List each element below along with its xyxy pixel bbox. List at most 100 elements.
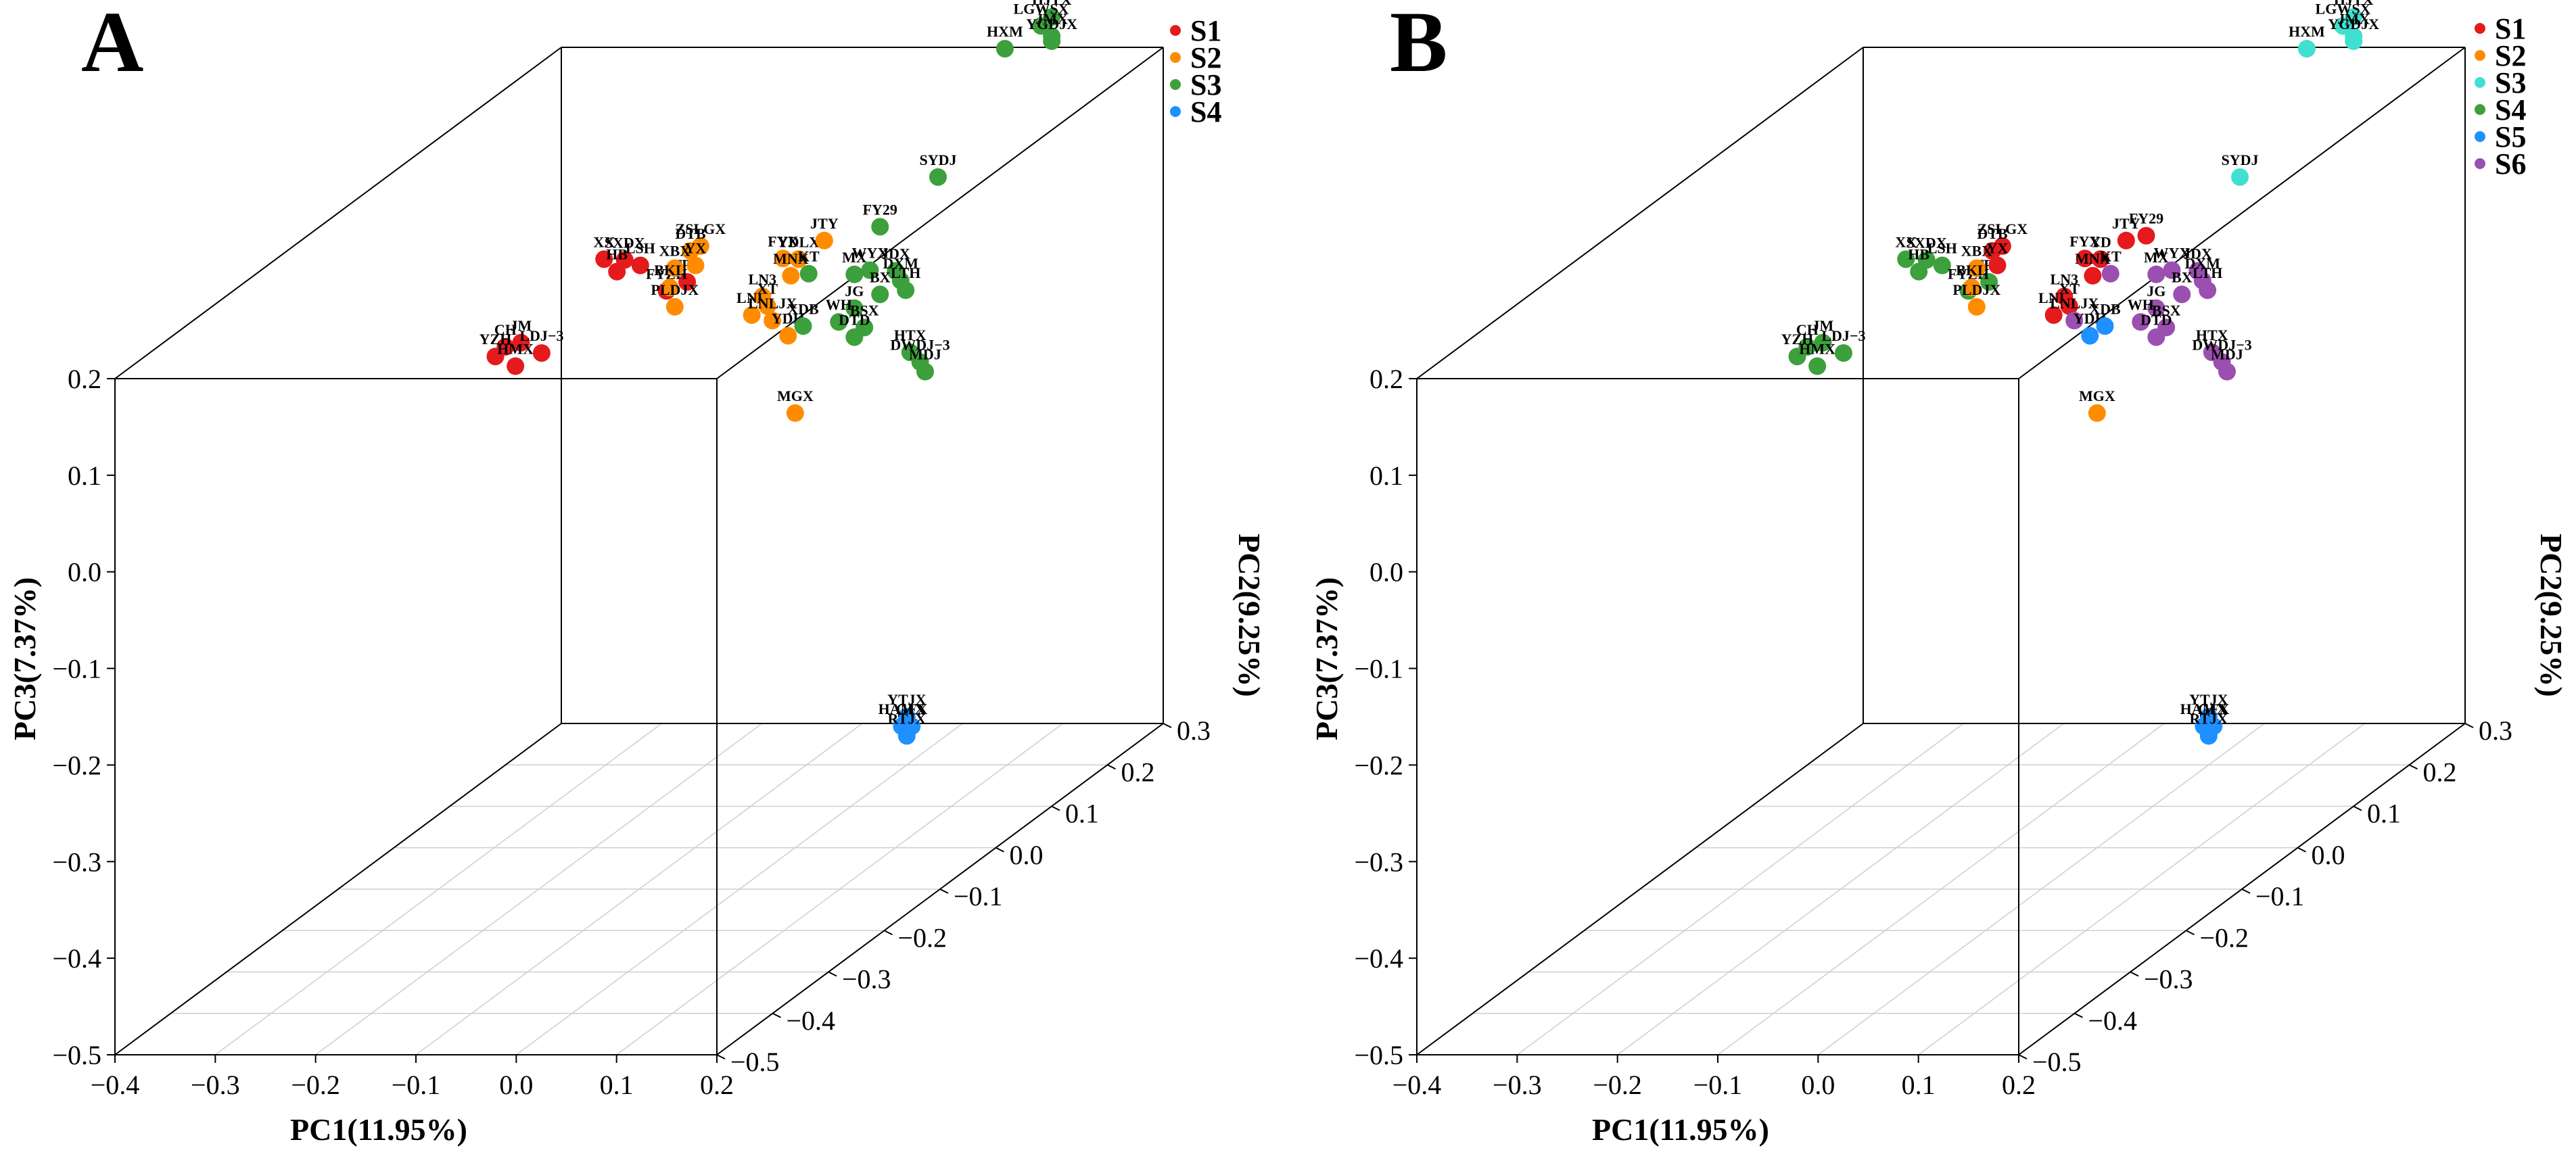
data-point xyxy=(996,40,1014,58)
point-label: JDX xyxy=(2183,245,2212,262)
point-label: JDX xyxy=(881,245,910,262)
data-point xyxy=(682,242,699,260)
data-point xyxy=(2132,313,2150,331)
point-label: DXM xyxy=(2184,255,2220,272)
y-tick-label: −0.5 xyxy=(730,1047,780,1077)
box-edge xyxy=(114,47,562,379)
data-point xyxy=(799,264,818,283)
point-label: LTH xyxy=(2193,264,2222,281)
x-axis-title: PC1(11.95%) xyxy=(290,1112,467,1147)
z-axis-title: PC3(7.37%) xyxy=(1309,577,1344,740)
point-label: BSX xyxy=(2152,302,2181,318)
box-edge xyxy=(1416,47,1864,379)
data-point xyxy=(2199,281,2217,300)
point-label: HMX xyxy=(1799,341,1835,358)
data-point xyxy=(789,250,807,268)
legend-label-s4: S4 xyxy=(1190,95,1221,128)
point-label: HXM xyxy=(2289,23,2325,40)
data-point xyxy=(2076,249,2094,268)
point-label: BSX xyxy=(850,302,879,318)
data-point xyxy=(665,298,684,316)
point-label: CH xyxy=(1796,321,1819,338)
data-point xyxy=(794,317,812,335)
x-tick-label: 0.2 xyxy=(2002,1070,2036,1100)
point-label: RTJX xyxy=(887,710,926,727)
y-tick-mark xyxy=(828,971,837,977)
legend-marker-s5 xyxy=(2475,131,2485,142)
data-point xyxy=(861,261,879,279)
point-label: YZH xyxy=(1781,331,1814,348)
point-label: WYX xyxy=(2154,245,2191,262)
point-label: YDLX xyxy=(778,233,820,250)
legend-marker-s3 xyxy=(1170,79,1181,90)
point-label: DTB xyxy=(675,225,706,242)
z-tick-label: 0.1 xyxy=(1369,460,1403,491)
data-point xyxy=(2147,265,2165,283)
point-label: YX xyxy=(685,240,707,257)
x-tick-label: 0.1 xyxy=(600,1070,634,1100)
data-point xyxy=(779,327,797,345)
data-point xyxy=(764,312,782,330)
point-label: JTY xyxy=(2112,215,2140,232)
data-point xyxy=(1984,242,2001,260)
data-point xyxy=(512,333,530,352)
y-tick-mark xyxy=(716,1054,726,1060)
point-label: MDJ xyxy=(2211,346,2243,363)
y-tick-label: −0.3 xyxy=(2144,964,2193,995)
data-point xyxy=(486,348,505,366)
legend-marker-s4 xyxy=(1170,106,1181,117)
point-label: YTJX xyxy=(2189,691,2228,708)
z-tick-label: −0.5 xyxy=(52,1040,101,1070)
point-label: HTX xyxy=(2196,327,2228,343)
y-tick-label: 0.2 xyxy=(2423,757,2457,787)
data-point xyxy=(2117,231,2135,249)
z-tick-label: 0.0 xyxy=(1369,557,1403,588)
y-tick-label: −0.1 xyxy=(954,881,1003,911)
z-tick-label: −0.1 xyxy=(1354,654,1403,684)
legend-marker-s2 xyxy=(1170,52,1181,63)
point-label: SYDJ xyxy=(919,151,956,168)
panel-b-3d-scatter: −0.4 −0.3 −0.2 −0.1 0.0 0.1 0.2−0.5−0.4−0.3−0.… xyxy=(1309,0,2569,1147)
point-label: LSH xyxy=(626,240,655,257)
z-tick-label: −0.1 xyxy=(52,654,101,684)
data-point xyxy=(1967,259,1986,277)
z-tick-label: 0.2 xyxy=(1369,364,1403,394)
point-label: SXDX xyxy=(1906,234,1947,251)
legend-label-s3: S3 xyxy=(2495,66,2526,99)
data-point xyxy=(1910,262,1928,281)
point-label: BKL xyxy=(654,262,685,279)
z-tick-label: 0.2 xyxy=(68,364,101,394)
point-label: MX xyxy=(2144,249,2169,266)
point-label: JM xyxy=(511,317,532,334)
point-label: LDJ−3 xyxy=(1821,327,1865,344)
legend-label-s1: S1 xyxy=(1190,14,1221,47)
legend-label-s2: S2 xyxy=(1190,41,1221,74)
y-tick-label: 0.2 xyxy=(1121,757,1155,787)
y-tick-label: −0.4 xyxy=(2088,1005,2138,1036)
x-tick-label: −0.1 xyxy=(1693,1070,1743,1100)
point-label: ZSLGX xyxy=(1977,220,2028,237)
point-label: BX xyxy=(2172,268,2193,285)
data-point xyxy=(2060,297,2078,315)
y-tick-label: −0.1 xyxy=(2255,881,2305,911)
data-point xyxy=(661,279,679,297)
x-tick-label: −0.4 xyxy=(91,1070,140,1100)
point-label: JM xyxy=(1812,317,1834,334)
point-label: LGWSX xyxy=(2316,0,2371,17)
legend-marker-s2 xyxy=(2475,50,2485,61)
point-label: BX xyxy=(870,268,891,285)
data-point xyxy=(916,362,934,381)
point-label: DTB xyxy=(1977,225,2008,242)
data-point xyxy=(1897,250,1915,268)
y-tick-mark xyxy=(2186,930,2195,936)
data-point xyxy=(1834,344,1852,362)
x-tick-label: −0.2 xyxy=(291,1070,340,1100)
y-tick-mark xyxy=(996,847,1004,853)
y-tick-mark xyxy=(2074,1012,2083,1018)
x-tick-label: −0.3 xyxy=(191,1070,240,1100)
panel-letter: A xyxy=(81,0,143,90)
data-point xyxy=(507,357,525,375)
legend-marker-s4 xyxy=(2475,104,2485,115)
data-point xyxy=(871,285,889,304)
